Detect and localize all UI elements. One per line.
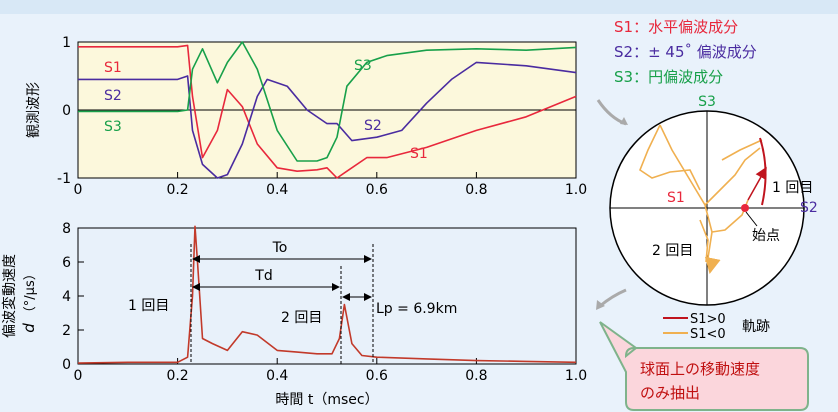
waveform-plot: 0 0.2 0.4 0.6 0.8 1.010-1 観測波形 S1 S2 S3 S3 S2… [25, 35, 587, 198]
velocity-xtick-label: 1.0 [565, 368, 587, 384]
velocity-xtick-label: 0.4 [266, 368, 288, 384]
arrow-to-plot [599, 288, 627, 308]
velocity-series [77, 225, 577, 364]
callout: 球面上の移動速度 のみ抽出 [599, 321, 809, 411]
arrow-to-plot-head [596, 300, 605, 310]
curve-label-s2: S2 [104, 88, 122, 104]
waveform-ytick-label: -1 [57, 171, 71, 187]
waveform-xtick-label: 0.4 [266, 182, 288, 198]
trajectory-key: S1>0 S1<0 軌跡 [663, 312, 770, 342]
curve-label-s2-right: S2 [364, 118, 382, 134]
trajectory-first-arrow [747, 166, 767, 201]
waveform-xtick-label: 1.0 [565, 182, 587, 198]
velocity-plot: 0 0.2 0.4 0.6 0.8 1.0 0 2 4 6 8 偏波変動速度 d （°/μs） 時間 … [1, 221, 587, 408]
waveform-xtick-label: 0.2 [166, 182, 188, 198]
legend-s1: S1：水平偏波成分 [614, 18, 738, 36]
lp-label: Lp = 6.9km [376, 301, 457, 317]
waveform-ytick-label: 0 [62, 103, 71, 119]
arrow-to-sphere-head [620, 117, 628, 125]
velocity-ylabel-var: d [20, 323, 38, 333]
velocity-series-d [77, 225, 577, 364]
waveform-xtick-label: 0.6 [366, 182, 388, 198]
waveform-ytick-label: 1 [62, 35, 71, 51]
trajectory-s1-negative [639, 124, 763, 269]
velocity-ytick-label: 0 [62, 357, 71, 373]
curve-label-s1-right: S1 [410, 146, 428, 162]
first-event-label: 1 回目 [128, 298, 169, 314]
start-point [741, 204, 749, 212]
velocity-ylabel: 偏波変動速度 [1, 254, 18, 338]
sphere-first-label: 1 回目 [772, 180, 813, 196]
waveform-series-s1 [78, 44, 577, 179]
legend-s3: S3：円偏波成分 [614, 68, 723, 86]
poincare-sphere: S3 S1 S2 1 回目 2 回目 始点 [609, 94, 818, 306]
key-s1-positive-label: S1>0 [690, 312, 726, 327]
sphere-second-label: 2 回目 [652, 243, 693, 259]
waveform-xtick-label: 0.8 [465, 182, 487, 198]
velocity-ylabel-unit-text: （°/μs） [23, 267, 38, 319]
velocity-ytick-label: 4 [62, 289, 71, 305]
velocity-plot-area [77, 227, 577, 365]
velocity-ytick-label: 6 [62, 255, 71, 271]
velocity-xlabel: 時間 t（msec） [275, 392, 378, 408]
velocity-xtick-label: 0.8 [465, 368, 487, 384]
legend-s2: S2：± 45˚ 偏波成分 [614, 43, 757, 61]
velocity-ytick-label: 2 [62, 323, 71, 339]
callout-line2: のみ抽出 [640, 384, 700, 402]
velocity-ytick-label: 8 [62, 221, 71, 237]
sphere-label-s3: S3 [698, 94, 716, 110]
trajectory-second-arrow [704, 256, 721, 274]
curve-label-s1: S1 [104, 60, 122, 76]
sphere-start-label: 始点 [752, 228, 780, 244]
curve-label-s3-right: S3 [354, 58, 372, 74]
waveform-series [78, 41, 577, 179]
key-title: 軌跡 [742, 319, 770, 335]
waveform-series-s2 [78, 61, 577, 179]
waveform-series-s3 [78, 41, 577, 162]
velocity-xtick-label: 0.2 [166, 368, 188, 384]
td-label: Td [254, 268, 272, 284]
waveform-ylabel: 観測波形 [25, 82, 42, 138]
start-point-leader [745, 211, 758, 227]
second-event-label: 2 回目 [281, 310, 322, 326]
callout-bubble [599, 321, 809, 411]
arrow-to-sphere [596, 99, 627, 126]
key-s1-negative-label: S1<0 [690, 327, 726, 342]
curve-label-s3: S3 [104, 119, 122, 135]
waveform-xtick-label: 0 [74, 182, 83, 198]
velocity-xtick-label: 0 [74, 368, 83, 384]
callout-line1: 球面上の移動速度 [640, 360, 760, 378]
waveform-ticks: 0 0.2 0.4 0.6 0.8 1.010-1 [57, 35, 587, 198]
to-label: To [272, 240, 288, 256]
top-band [0, 0, 838, 14]
sphere-label-s2: S2 [800, 200, 818, 216]
sphere-label-s1: S1 [667, 190, 685, 206]
velocity-ticks: 0 0.2 0.4 0.6 0.8 1.0 0 2 4 6 8 [62, 221, 587, 384]
component-legend: S1：水平偏波成分 S2：± 45˚ 偏波成分 S3：円偏波成分 [614, 18, 757, 86]
velocity-ylabel-unit: d （°/μs） [20, 267, 38, 332]
velocity-xtick-label: 0.6 [366, 368, 388, 384]
